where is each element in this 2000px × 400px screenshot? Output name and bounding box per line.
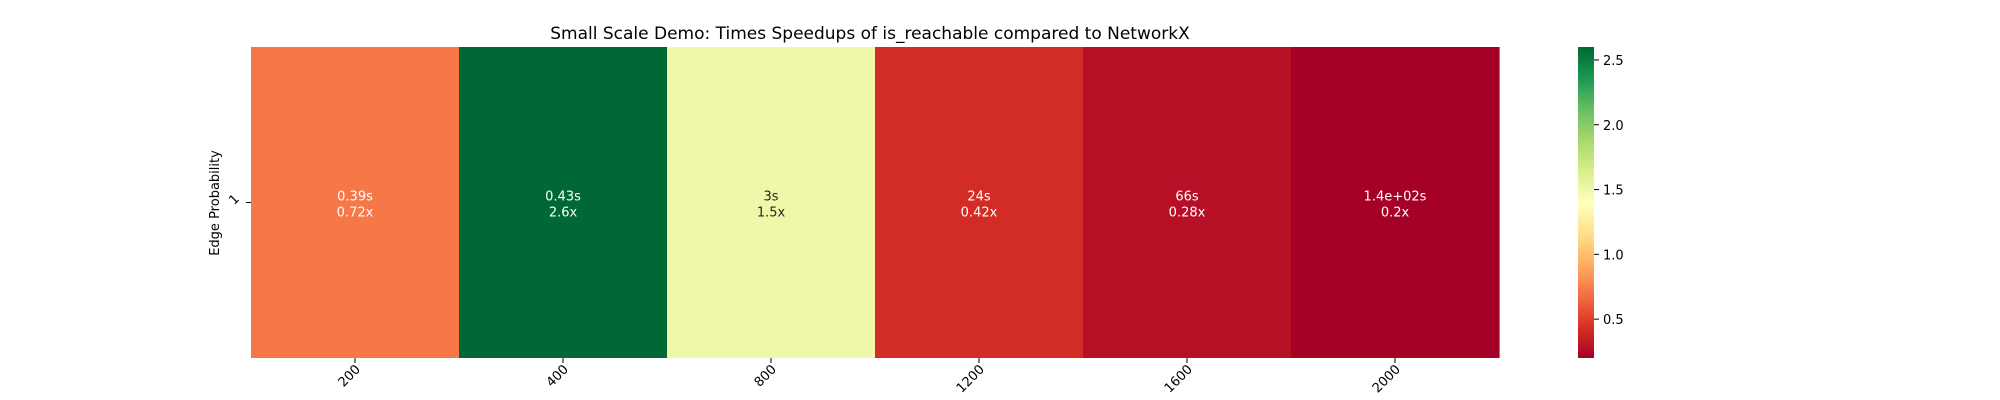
cell-annotation: 1.5x xyxy=(757,206,786,221)
cell-annotation: 0.39s xyxy=(337,190,373,205)
cell-annotation: 66s xyxy=(1175,190,1199,205)
y-axis-label: Edge Probability xyxy=(208,150,223,256)
heatmap-cell xyxy=(667,47,876,358)
heatmap-cell xyxy=(1291,47,1500,358)
cell-annotation: 0.28x xyxy=(1169,206,1206,221)
x-tick-label: 800 xyxy=(752,362,780,390)
x-tick-label: 400 xyxy=(544,362,572,390)
cell-annotation: 2.6x xyxy=(549,206,578,221)
chart-title: Small Scale Demo: Times Speedups of is_r… xyxy=(550,24,1190,44)
cell-annotation: 3s xyxy=(763,190,778,205)
cell-annotation: 0.42x xyxy=(961,206,998,221)
heatmap-cell xyxy=(875,47,1084,358)
colorbar: 0.5 1.0 1.5 2.0 2.5 xyxy=(1578,47,1624,358)
cell-annotation: 0.2x xyxy=(1381,206,1410,221)
cell-annotation: 24s xyxy=(967,190,991,205)
cell-annotation: 1.4e+02s xyxy=(1364,190,1427,205)
x-tick-label: 1200 xyxy=(954,362,988,396)
x-tick-label: 1600 xyxy=(1162,362,1196,396)
heatmap-cell xyxy=(1083,47,1292,358)
colorbar-gradient xyxy=(1578,47,1594,358)
cell-annotation: 0.72x xyxy=(337,206,374,221)
colorbar-tick-label: 1.0 xyxy=(1603,248,1624,263)
colorbar-tick-label: 2.5 xyxy=(1603,54,1624,69)
colorbar-tick-label: 1.5 xyxy=(1603,184,1624,199)
x-axis-ticks: 200 400 800 1200 1600 2000 xyxy=(336,358,1404,396)
x-tick-label: 2000 xyxy=(1370,362,1404,396)
y-tick-label: 1 xyxy=(226,192,242,208)
y-axis-ticks: 1 xyxy=(226,192,251,208)
heatmap-cell xyxy=(251,47,460,358)
heatmap-cell xyxy=(459,47,668,358)
colorbar-tick-label: 0.5 xyxy=(1603,313,1624,328)
cell-annotation: 0.43s xyxy=(545,190,581,205)
x-tick-label: 200 xyxy=(336,362,364,390)
colorbar-tick-label: 2.0 xyxy=(1603,119,1624,134)
